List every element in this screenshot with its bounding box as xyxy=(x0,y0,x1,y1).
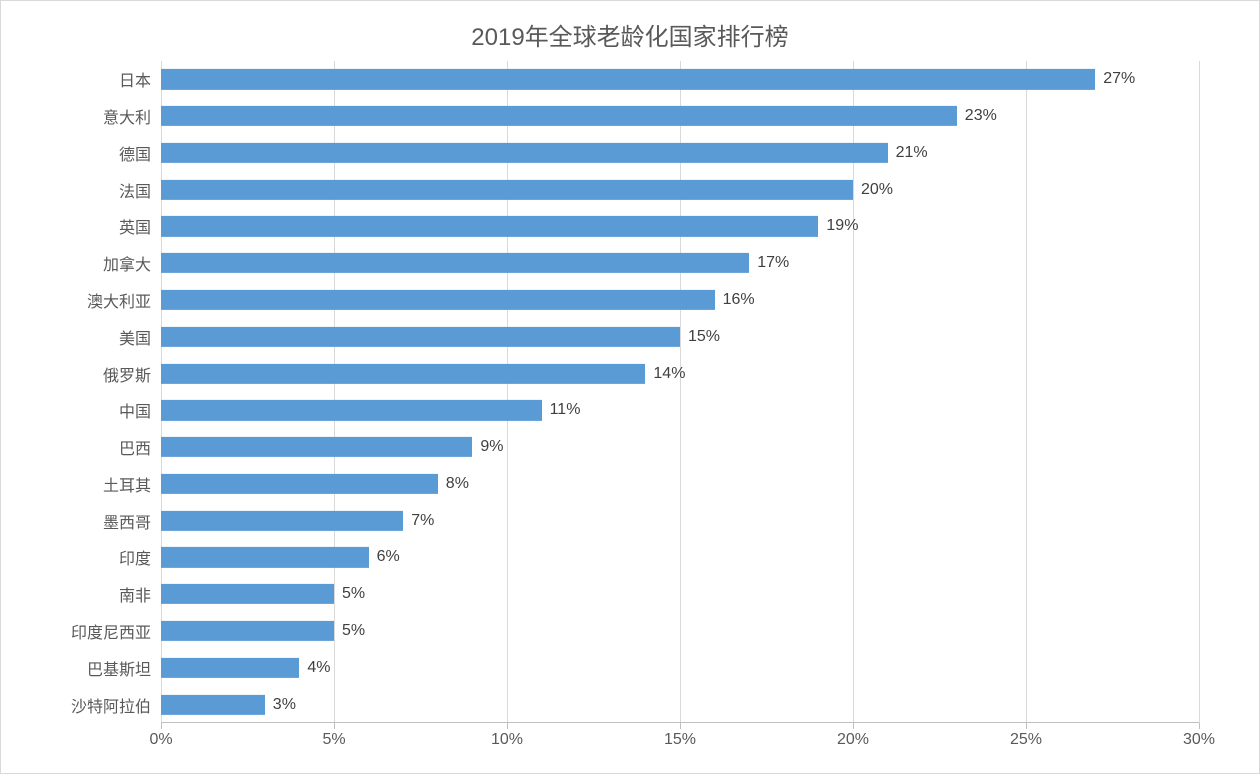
category-label: 巴西 xyxy=(119,435,161,459)
bar-value-label: 5% xyxy=(334,622,365,640)
bar xyxy=(161,180,853,200)
category-label: 土耳其 xyxy=(103,472,161,496)
bar xyxy=(161,290,715,310)
bar xyxy=(161,363,645,383)
bar-row: 土耳其8% xyxy=(161,466,1199,503)
bar-value-label: 5% xyxy=(334,585,365,603)
bar-value-label: 14% xyxy=(645,365,685,383)
bar-row: 德国21% xyxy=(161,135,1199,172)
bar-value-label: 20% xyxy=(853,181,893,199)
chart-title: 2019年全球老龄化国家排行榜 xyxy=(1,1,1259,52)
bar-row: 印度尼西亚5% xyxy=(161,613,1199,650)
bar-row: 南非5% xyxy=(161,576,1199,613)
category-label: 沙特阿拉伯 xyxy=(71,693,161,717)
bar-row: 加拿大17% xyxy=(161,245,1199,282)
bar-value-label: 19% xyxy=(818,217,858,235)
bar xyxy=(161,400,542,420)
bar xyxy=(161,658,299,678)
bar-value-label: 21% xyxy=(888,144,928,162)
category-label: 俄罗斯 xyxy=(103,362,161,386)
bar xyxy=(161,69,1095,89)
bar-row: 沙特阿拉伯3% xyxy=(161,686,1199,723)
bar-value-label: 23% xyxy=(957,107,997,125)
category-label: 澳大利亚 xyxy=(87,288,161,312)
bar xyxy=(161,437,472,457)
category-label: 印度尼西亚 xyxy=(71,619,161,643)
category-label: 意大利 xyxy=(103,104,161,128)
x-tick-label: 20% xyxy=(837,723,869,749)
bar xyxy=(161,694,265,714)
bar-value-label: 8% xyxy=(438,475,469,493)
bar-row: 美国15% xyxy=(161,318,1199,355)
bar-value-label: 15% xyxy=(680,328,720,346)
category-label: 加拿大 xyxy=(103,251,161,275)
bar-value-label: 17% xyxy=(749,254,789,272)
bar xyxy=(161,327,680,347)
gridline xyxy=(1199,61,1200,723)
bar-row: 巴基斯坦4% xyxy=(161,649,1199,686)
bar-row: 中国11% xyxy=(161,392,1199,429)
bar-value-label: 6% xyxy=(369,548,400,566)
category-label: 日本 xyxy=(119,67,161,91)
plot-area: 日本27%意大利23%德国21%法国20%英国19%加拿大17%澳大利亚16%美… xyxy=(161,61,1199,723)
category-label: 美国 xyxy=(119,325,161,349)
bar-value-label: 4% xyxy=(299,659,330,677)
bar xyxy=(161,584,334,604)
category-label: 南非 xyxy=(119,582,161,606)
bar xyxy=(161,253,749,273)
bar xyxy=(161,106,957,126)
x-tick-label: 0% xyxy=(149,723,172,749)
category-label: 巴基斯坦 xyxy=(87,656,161,680)
bar xyxy=(161,143,888,163)
bar-row: 日本27% xyxy=(161,61,1199,98)
x-tick-label: 10% xyxy=(491,723,523,749)
bar-row: 墨西哥7% xyxy=(161,502,1199,539)
bar xyxy=(161,511,403,531)
category-label: 印度 xyxy=(119,545,161,569)
bar xyxy=(161,474,438,494)
bar xyxy=(161,621,334,641)
x-tick-label: 15% xyxy=(664,723,696,749)
category-label: 中国 xyxy=(119,398,161,422)
bar-value-label: 11% xyxy=(542,401,581,419)
bar-value-label: 7% xyxy=(403,512,434,530)
bar-row: 俄罗斯14% xyxy=(161,355,1199,392)
bar-row: 意大利23% xyxy=(161,98,1199,135)
x-tick-label: 5% xyxy=(322,723,345,749)
bar-row: 印度6% xyxy=(161,539,1199,576)
bar-row: 英国19% xyxy=(161,208,1199,245)
bar-value-label: 27% xyxy=(1095,70,1135,88)
bars-layer: 日本27%意大利23%德国21%法国20%英国19%加拿大17%澳大利亚16%美… xyxy=(161,61,1199,723)
category-label: 英国 xyxy=(119,214,161,238)
bar-row: 法国20% xyxy=(161,171,1199,208)
bar-value-label: 16% xyxy=(715,291,755,309)
x-tick-label: 30% xyxy=(1183,723,1215,749)
bar-value-label: 3% xyxy=(265,696,296,714)
bar-row: 澳大利亚16% xyxy=(161,282,1199,319)
category-label: 德国 xyxy=(119,141,161,165)
x-tick-label: 25% xyxy=(1010,723,1042,749)
category-label: 法国 xyxy=(119,178,161,202)
category-label: 墨西哥 xyxy=(103,509,161,533)
bar xyxy=(161,547,369,567)
bar xyxy=(161,216,818,236)
bar-value-label: 9% xyxy=(472,438,503,456)
chart-container: 2019年全球老龄化国家排行榜 日本27%意大利23%德国21%法国20%英国1… xyxy=(0,0,1260,774)
bar-row: 巴西9% xyxy=(161,429,1199,466)
